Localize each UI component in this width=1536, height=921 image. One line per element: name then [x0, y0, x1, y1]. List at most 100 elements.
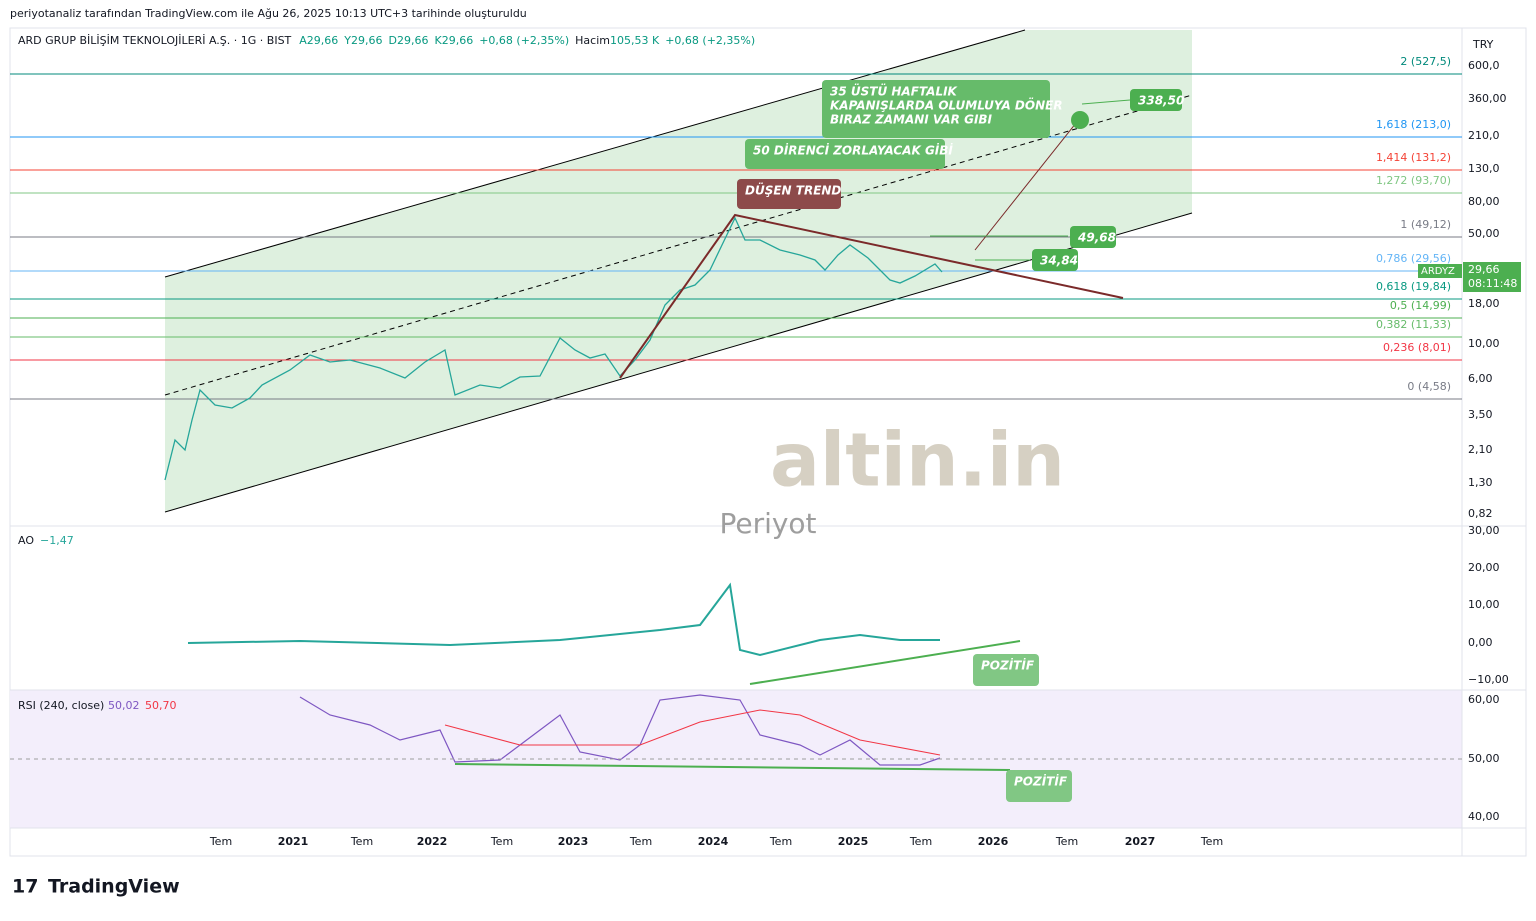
- price-tick: 50,00: [1468, 227, 1500, 240]
- time-tick: 2024: [698, 835, 729, 848]
- countdown: 08:11:48: [1468, 277, 1517, 290]
- fib-label: 1,272 (93,70): [1376, 174, 1451, 187]
- legend-item: +0,68 (+2,35%): [665, 34, 755, 47]
- target-line: [1081, 99, 1131, 105]
- time-tick: Tem: [350, 835, 373, 848]
- weekly-note: KAPANIŞLARDA OLUMLUYA DÖNER: [830, 98, 1063, 113]
- price-tick: 0,82: [1468, 507, 1493, 520]
- fib-label: 0,382 (11,33): [1376, 318, 1451, 331]
- price-tick: 3,50: [1468, 408, 1493, 421]
- time-tick: Tem: [209, 835, 232, 848]
- weekly-note: 35 ÜSTÜ HAFTALIK: [830, 84, 959, 99]
- ao-note: POZİTİF: [981, 658, 1035, 673]
- trend-lines: [619, 213, 1124, 379]
- price-tick: 600,0: [1468, 59, 1500, 72]
- legend-item: Y29,66: [343, 34, 382, 47]
- ao-trendline: [749, 640, 1021, 685]
- fib-label: 1,414 (131,2): [1376, 151, 1451, 164]
- weekly-note-box: [822, 80, 1050, 138]
- price-tick: 130,0: [1468, 162, 1500, 175]
- price-tick: 210,0: [1468, 129, 1500, 142]
- time-tick: Tem: [1200, 835, 1223, 848]
- fib-label: 0,618 (19,84): [1376, 280, 1451, 293]
- price-line: [164, 216, 943, 481]
- watermark-sub: Periyot: [719, 507, 816, 540]
- legend-item: +0,68 (+2,35%): [479, 34, 569, 47]
- level-low: 34,84: [1040, 254, 1078, 268]
- ao-tick: 0,00: [1468, 636, 1493, 649]
- time-tick: Tem: [1055, 835, 1078, 848]
- ao-tick: 30,00: [1468, 524, 1500, 537]
- time-tick: 2026: [978, 835, 1009, 848]
- price-tick: 10,00: [1468, 337, 1500, 350]
- fib-label: 0 (4,58): [1407, 380, 1451, 393]
- channel-bottom: [164, 212, 1193, 513]
- fib-label: 0,5 (14,99): [1390, 299, 1451, 312]
- legend-item: 105,53 K: [610, 34, 660, 47]
- frame: [9, 27, 1527, 857]
- resistance-note-box: [745, 139, 945, 169]
- rsi-name: RSI (240, close): [18, 699, 104, 712]
- price-tick: 80,00: [1468, 195, 1500, 208]
- projection-line: [974, 117, 1081, 251]
- rsi-ma-line: [444, 709, 941, 756]
- target-marker: [1071, 111, 1089, 129]
- time-tick: 2021: [278, 835, 309, 848]
- ticker: ARDYZ: [1421, 266, 1455, 277]
- price-tick: 1,30: [1468, 476, 1493, 489]
- rsi-ma: 50,70: [145, 699, 177, 712]
- rsi-tick: 50,00: [1468, 752, 1500, 765]
- ao-tick: 20,00: [1468, 561, 1500, 574]
- time-tick: Tem: [909, 835, 932, 848]
- target: 338,50: [1138, 94, 1184, 108]
- rsi-trendline: [454, 763, 1011, 771]
- ao-histogram: [187, 582, 940, 657]
- ao-name: AO: [18, 534, 34, 547]
- time-tick: 2027: [1125, 835, 1156, 848]
- time-tick: 2023: [558, 835, 589, 848]
- price-tick: 2,10: [1468, 443, 1493, 456]
- price-tick: 6,00: [1468, 372, 1493, 385]
- fib-label: 0,236 (8,01): [1383, 341, 1451, 354]
- fib-label: 1 (49,12): [1400, 218, 1451, 231]
- ticker-box: [1418, 264, 1462, 278]
- fib-label: 1,618 (213,0): [1376, 118, 1451, 131]
- legend-item: D29,66: [389, 34, 429, 47]
- trend-note-box: [737, 179, 841, 209]
- last-price: 29,66: [1468, 263, 1500, 276]
- price-tick: 18,00: [1468, 297, 1500, 310]
- rsi-tick: 40,00: [1468, 810, 1500, 823]
- logo: TradingView: [48, 876, 180, 898]
- legend-item: A29,66: [299, 34, 338, 47]
- trend-note: DÜŞEN TREND: [745, 183, 841, 198]
- symbol: ARD GRUP BİLİŞİM TEKNOLOJİLERİ A.Ş. · 1G…: [18, 34, 292, 47]
- level-low-box: [1032, 249, 1078, 271]
- time-tick: Tem: [490, 835, 513, 848]
- time-tick: Tem: [629, 835, 652, 848]
- price-box: [1463, 262, 1521, 292]
- logo-mark: 17: [12, 876, 38, 898]
- rsi-line: [299, 694, 941, 766]
- level-high: 49,68: [1077, 231, 1116, 245]
- time-tick: 2022: [417, 835, 448, 848]
- level-high-box: [1070, 226, 1116, 248]
- watermark-brand: altin.in: [770, 418, 1065, 504]
- ao-value: −1,47: [40, 534, 74, 547]
- channel-top: [164, 29, 1026, 278]
- credit: periyotanaliz tarafından TradingView.com…: [10, 7, 527, 20]
- ao-tick: −10,00: [1468, 673, 1509, 686]
- legend-item: Hacim: [575, 34, 610, 47]
- time-tick: 2025: [838, 835, 869, 848]
- time-tick: Tem: [769, 835, 792, 848]
- resistance-note: 50 DİRENCİ ZORLAYACAK GİBİ: [753, 143, 953, 158]
- legend-item: K29,66: [434, 34, 473, 47]
- target-box: [1130, 89, 1182, 111]
- currency: TRY: [1472, 38, 1494, 51]
- rsi-note-box: [1006, 770, 1072, 802]
- ao-tick: 10,00: [1468, 598, 1500, 611]
- fib-label: 2 (527,5): [1400, 55, 1451, 68]
- rsi-note: POZİTİF: [1014, 774, 1068, 789]
- weekly-note: BIRAZ ZAMANI VAR GIBI: [830, 113, 993, 127]
- rsi-tick: 60,00: [1468, 693, 1500, 706]
